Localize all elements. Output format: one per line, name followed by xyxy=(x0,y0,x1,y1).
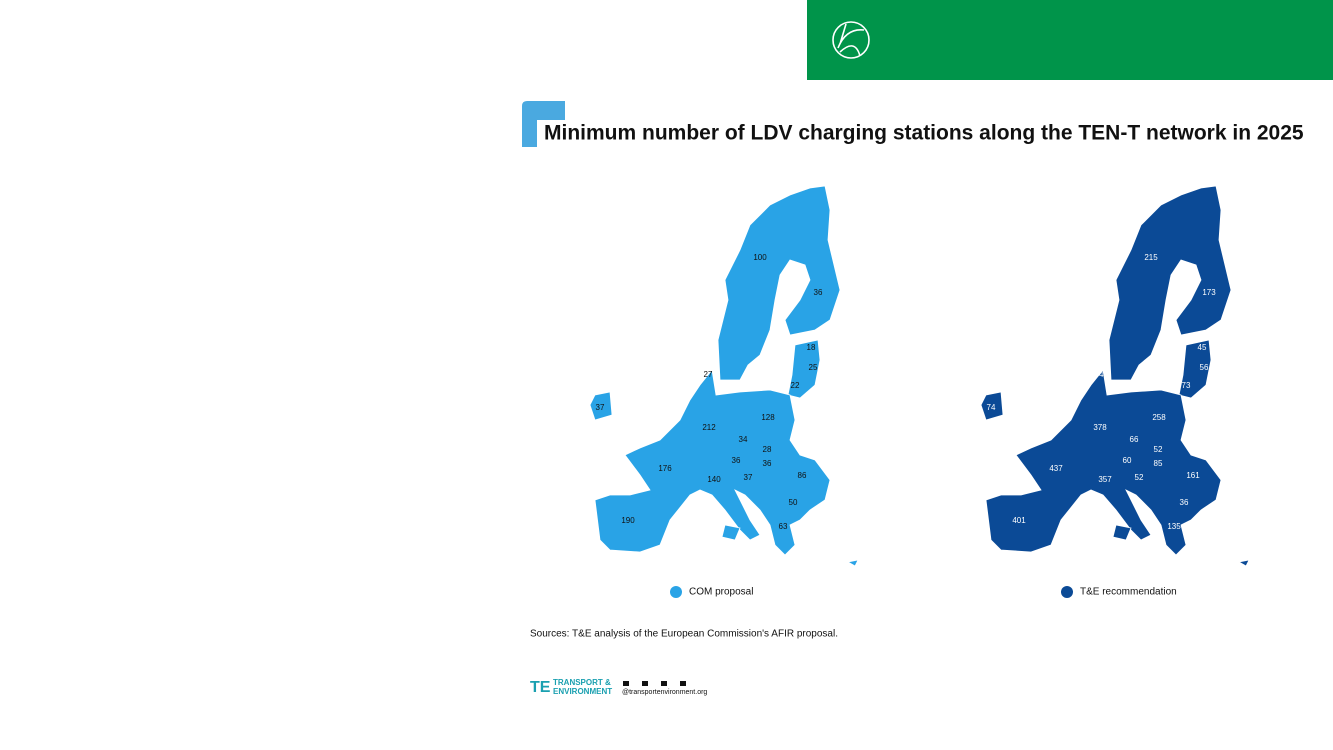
country-value: 176 xyxy=(658,464,672,473)
logo-globe xyxy=(832,21,870,59)
te-mark: TE xyxy=(530,679,551,696)
country-value: 60 xyxy=(1123,456,1132,465)
country-shape xyxy=(1112,524,1132,541)
country-value: 258 xyxy=(1152,413,1166,422)
country-value: 52 xyxy=(1154,445,1163,454)
country-value: 378 xyxy=(1093,423,1107,432)
legend-swatch xyxy=(1061,586,1073,598)
country-value: 37 xyxy=(744,473,753,482)
header-bar xyxy=(807,0,1333,80)
country-value: 212 xyxy=(702,423,716,432)
footer-logo: TE TRANSPORT & ENVIRONMENT @transportenv… xyxy=(530,678,707,696)
country-value: 22 xyxy=(791,381,800,390)
country-value: 36 xyxy=(814,288,823,297)
country-value: 50 xyxy=(789,498,798,507)
country-value: 100 xyxy=(753,253,767,262)
brand-line: TRANSPORT & xyxy=(553,678,611,687)
maps: 100 36 18 25 22 27 37 128 212 34 28 36 36 176 140 37 86 5… xyxy=(589,185,1250,598)
country-value: 357 xyxy=(1098,475,1112,484)
country-value: 86 xyxy=(798,471,807,480)
country-shape xyxy=(1108,185,1232,381)
country-value: 63 xyxy=(779,522,788,531)
country-value: 36 xyxy=(732,456,741,465)
country-shape xyxy=(1178,339,1212,399)
social-icons xyxy=(623,681,686,686)
country-value: 52 xyxy=(1135,473,1144,482)
country-value: 36 xyxy=(1180,498,1189,507)
country-value: 135 xyxy=(1167,522,1181,531)
country-value: 25 xyxy=(809,363,818,372)
country-value: 54 xyxy=(1095,370,1104,379)
country-value: 437 xyxy=(1049,464,1063,473)
country-value: 74 xyxy=(987,403,996,412)
country-shape xyxy=(594,369,831,556)
country-value: 85 xyxy=(1154,459,1163,468)
country-value: 34 xyxy=(739,435,748,444)
title-bracket xyxy=(522,101,565,147)
legend-swatch xyxy=(670,586,682,598)
country-value: 36 xyxy=(763,459,772,468)
country-value: 18 xyxy=(807,343,816,352)
country-value: 161 xyxy=(1186,471,1200,480)
sources: Sources: T&E analysis of the European Co… xyxy=(530,629,838,640)
legend-label: T&E recommendation xyxy=(1080,587,1177,598)
country-shape xyxy=(717,185,841,381)
country-shape xyxy=(721,524,741,541)
country-value: 28 xyxy=(763,445,772,454)
country-shape xyxy=(846,559,859,567)
brand-line: ENVIRONMENT xyxy=(553,687,612,696)
country-value: 56 xyxy=(1200,363,1209,372)
country-value: 128 xyxy=(761,413,775,422)
country-value: 73 xyxy=(1182,381,1191,390)
country-value: 37 xyxy=(596,403,605,412)
country-value: 66 xyxy=(1130,435,1139,444)
title: Minimum number of LDV charging stations … xyxy=(544,122,1304,145)
country-value: 215 xyxy=(1144,253,1158,262)
country-value: 173 xyxy=(1202,288,1216,297)
map: 100 36 18 25 22 27 37 128 212 34 28 36 36 176 140 37 86 5… xyxy=(589,185,859,598)
country-value: 190 xyxy=(621,516,635,525)
handle: @transportenvironment.org xyxy=(622,689,707,696)
country-shape xyxy=(787,339,821,399)
country-shape xyxy=(980,391,1004,421)
country-value: 27 xyxy=(704,370,713,379)
country-value: 45 xyxy=(1198,343,1207,352)
country-shape xyxy=(985,369,1222,556)
country-shape xyxy=(1237,559,1250,567)
country-value: 401 xyxy=(1012,516,1026,525)
country-shape xyxy=(589,391,613,421)
legend-label: COM proposal xyxy=(689,587,753,598)
country-value: 140 xyxy=(707,475,721,484)
